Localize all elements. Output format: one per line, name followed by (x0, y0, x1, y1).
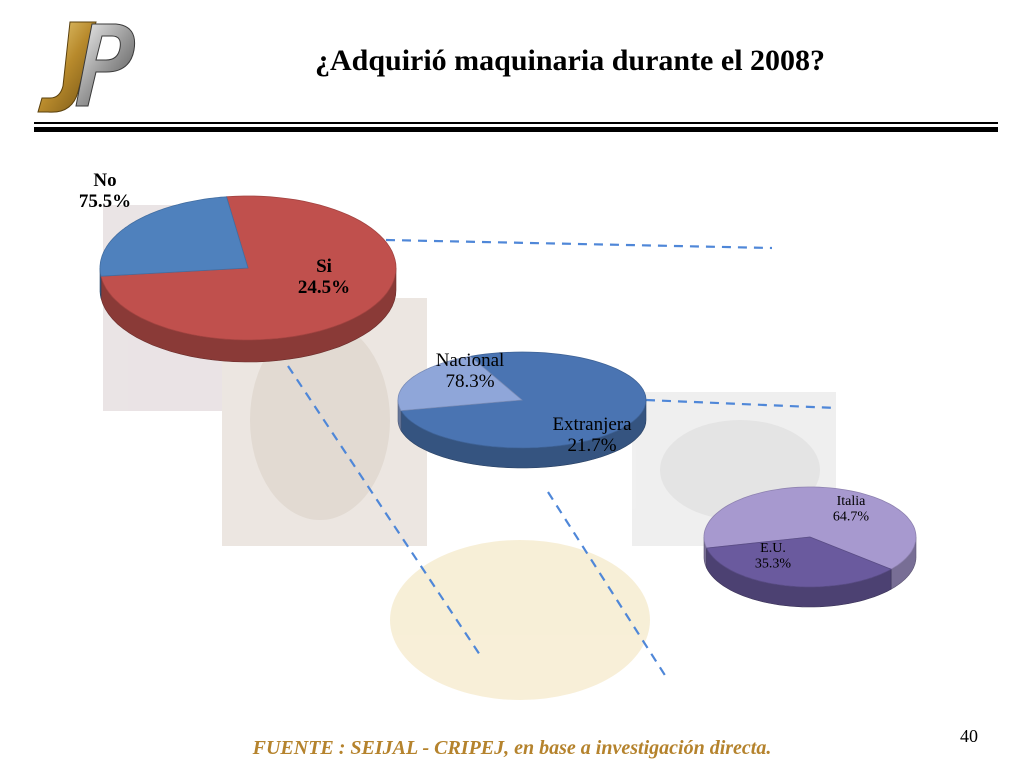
pie-label-nacional-name: Nacional (436, 350, 505, 371)
pie-slice-si (99, 196, 249, 277)
pie-label-italia: Italia 64.7% (833, 494, 870, 524)
pie-chart-3 (703, 486, 917, 608)
background-photo-4 (390, 540, 650, 700)
pie-slice-extranjera (397, 355, 523, 412)
pie-slice-italia (703, 486, 917, 570)
pie-label-si-value: 24.5% (298, 277, 350, 298)
pie-label-no-value: 75.5% (79, 191, 131, 212)
pie-label-no: No 75.5% (79, 170, 131, 212)
background-photo-2-figure (250, 320, 390, 520)
pie-label-extranjera-name: Extranjera (552, 414, 632, 435)
pie-label-no-name: No (93, 170, 116, 191)
pie-label-italia-name: Italia (837, 494, 867, 509)
pie-slice-nacional (400, 351, 647, 449)
pie-label-extranjera: Extranjera 21.7% (552, 414, 632, 456)
pie-label-si: Si 24.5% (298, 256, 350, 298)
connector-line-si-top (385, 238, 773, 250)
connector-line-extranjera-bottom (547, 491, 669, 681)
pie-label-eu: E.U. 35.3% (755, 541, 792, 571)
page-title: ¿Adquirió maquinaria durante el 2008? (314, 44, 826, 77)
pie-label-nacional: Nacional 78.3% (436, 350, 505, 392)
pie-chart-2 (397, 351, 647, 469)
pie-label-si-name: Si (316, 256, 332, 277)
pie-label-eu-value: 35.3% (755, 556, 792, 571)
pie-chart-1 (99, 195, 397, 363)
pie-label-eu-name: E.U. (760, 541, 786, 556)
title-divider-thin (34, 122, 998, 124)
connector-line-si-bottom (287, 365, 481, 656)
slide-number: 40 (960, 726, 978, 746)
pie-slice-eu (705, 536, 893, 588)
title-divider-thick (34, 127, 998, 132)
pie-label-nacional-value: 78.3% (445, 371, 494, 392)
pie-label-italia-value: 64.7% (833, 509, 870, 524)
source-note: FUENTE : SEIJAL - CRIPEJ, en base a inve… (252, 737, 772, 759)
pie-slice-no (100, 195, 397, 341)
connector-lines (287, 238, 837, 681)
jp-logo: JP (37, 21, 136, 113)
pie-label-extranjera-value: 21.7% (567, 435, 616, 456)
